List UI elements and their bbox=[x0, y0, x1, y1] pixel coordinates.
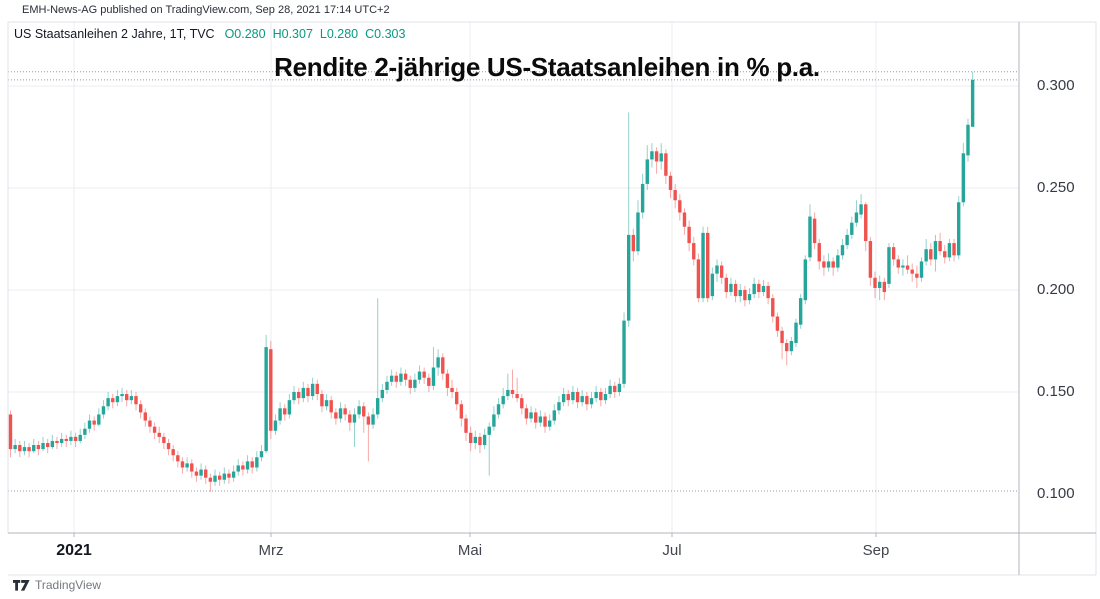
legend: US Staatsanleihen 2 Jahre, 1T, TVC O0.280… bbox=[14, 27, 412, 41]
time-axis-label: Mai bbox=[457, 542, 483, 559]
time-axis-label: Jul bbox=[662, 542, 682, 559]
price-axis-label: 0.200 bbox=[1037, 281, 1075, 298]
close-value: C0.303 bbox=[365, 27, 406, 41]
publish-header: EMH-News-AG published on TradingView.com… bbox=[22, 4, 390, 16]
tradingview-logo-icon bbox=[13, 579, 30, 591]
symbol-title[interactable]: US Staatsanleihen 2 Jahre, 1T, TVC bbox=[14, 27, 215, 41]
chart-title: Rendite 2-jährige US-Staatsanleihen in %… bbox=[274, 52, 820, 82]
time-axis-label-year: 2021 bbox=[56, 542, 92, 559]
price-axis-label: 0.150 bbox=[1037, 383, 1075, 400]
tradingview-attribution[interactable]: TradingView bbox=[13, 578, 101, 592]
low-value: L0.280 bbox=[319, 27, 359, 41]
price-axis[interactable]: 0.300 0.250 0.200 0.150 0.100 bbox=[1019, 22, 1097, 575]
time-axis-label: Sep bbox=[862, 542, 890, 559]
time-axis[interactable]: 2021 Mrz Mai Jul Sep bbox=[8, 533, 1096, 575]
price-axis-label: 0.300 bbox=[1037, 77, 1075, 94]
price-axis-label: 0.100 bbox=[1037, 485, 1075, 502]
high-value: H0.307 bbox=[272, 27, 313, 41]
tradingview-label: TradingView bbox=[35, 578, 102, 592]
price-axis-label: 0.250 bbox=[1037, 179, 1075, 196]
time-axis-label: Mrz bbox=[258, 542, 284, 559]
open-value: O0.280 bbox=[224, 27, 266, 41]
